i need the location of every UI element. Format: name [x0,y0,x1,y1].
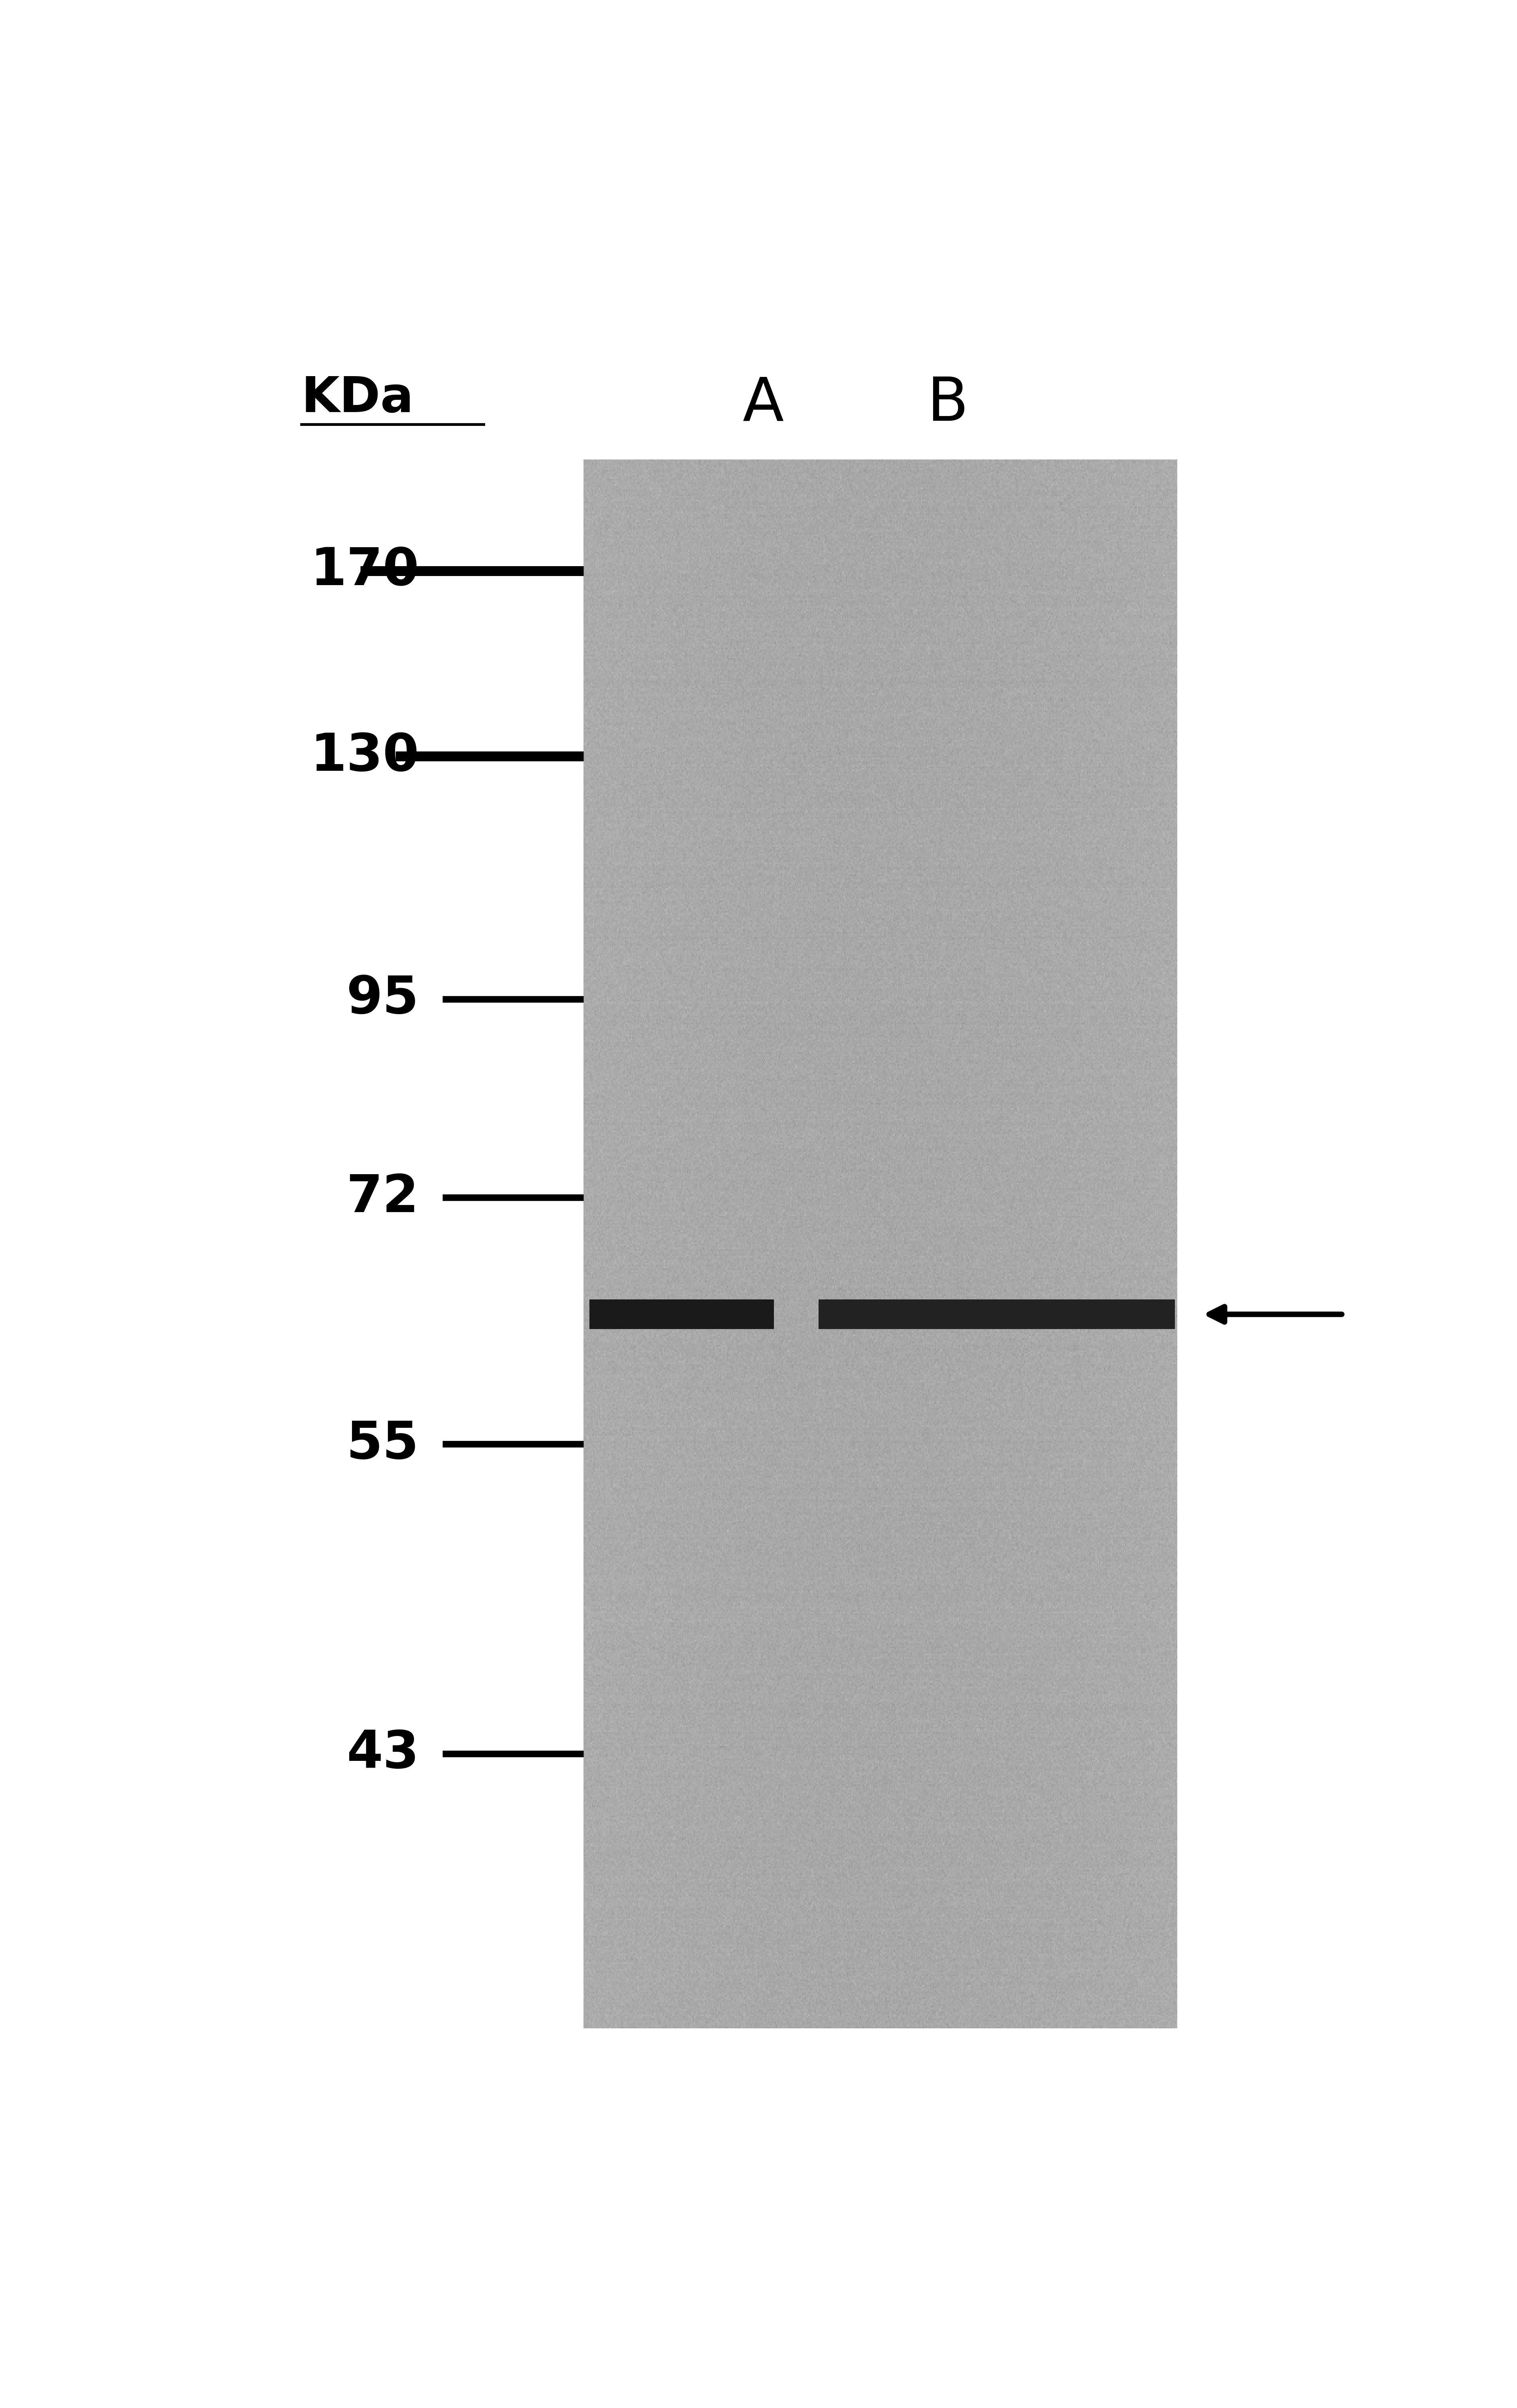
Text: 72: 72 [346,1173,419,1223]
Text: 55: 55 [346,1418,419,1469]
Text: 170: 170 [309,547,419,595]
Text: 43: 43 [346,1729,419,1780]
Text: 95: 95 [346,973,419,1023]
Text: KDa: KDa [302,376,414,421]
Text: 130: 130 [309,732,419,780]
Bar [589,1300,774,1329]
Text: A: A [743,376,784,433]
Text: B: B [927,376,969,433]
Bar [819,1300,1174,1329]
